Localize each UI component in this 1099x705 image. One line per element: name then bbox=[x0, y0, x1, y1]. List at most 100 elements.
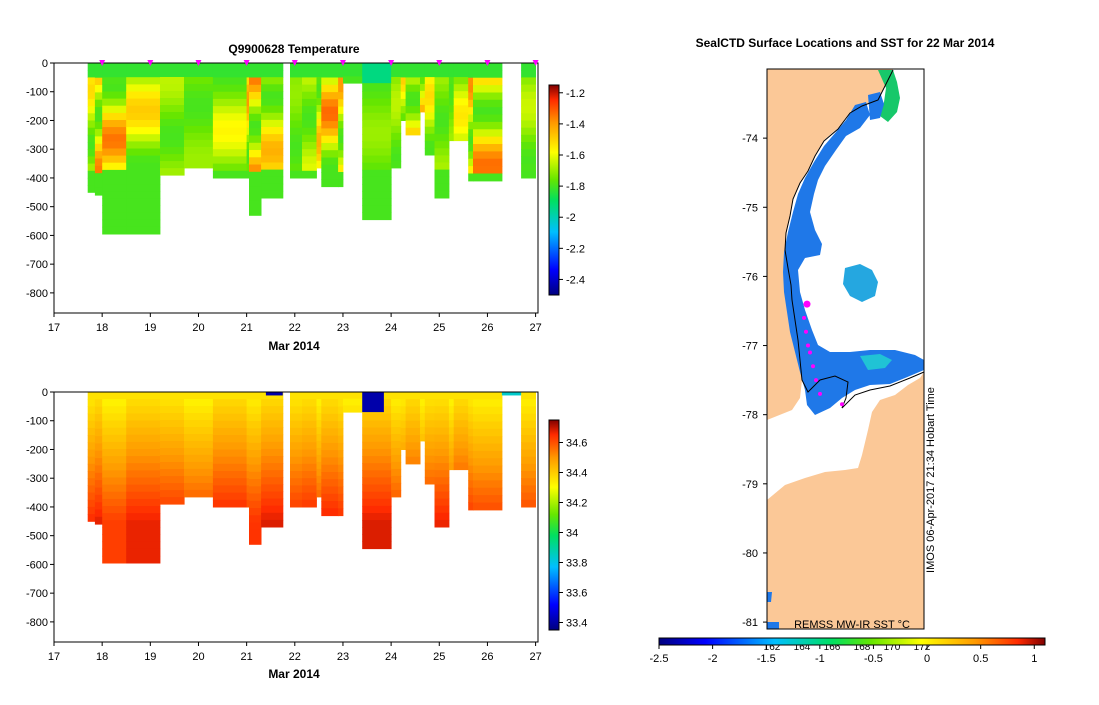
heatmap-cell bbox=[521, 420, 536, 429]
heatmap-cell bbox=[87, 514, 96, 522]
heatmap-cell bbox=[246, 120, 250, 129]
heatmap-cell bbox=[448, 77, 455, 85]
heatmap-cell bbox=[362, 148, 392, 156]
heatmap-cell bbox=[434, 112, 450, 121]
heatmap-cell bbox=[126, 463, 161, 471]
heatmap-cell bbox=[434, 183, 450, 192]
heatmap-cell bbox=[126, 434, 161, 443]
heatmap-cell bbox=[448, 462, 455, 471]
heatmap-cell bbox=[261, 491, 284, 500]
heatmap-cell bbox=[94, 99, 103, 108]
x-tick-label: 20 bbox=[192, 322, 204, 334]
heatmap-cell bbox=[87, 127, 96, 136]
colorbar-tick-label: 33.6 bbox=[566, 588, 587, 600]
heatmap-cell bbox=[338, 179, 344, 188]
heatmap-cell bbox=[473, 77, 503, 86]
heatmap-cell bbox=[521, 392, 536, 400]
heatmap-cell bbox=[453, 392, 469, 400]
heatmap-cell bbox=[126, 198, 161, 206]
heatmap-cell bbox=[261, 456, 284, 464]
heatmap-cell bbox=[249, 493, 262, 502]
heatmap-cell bbox=[453, 105, 469, 113]
heatmap-cell bbox=[94, 502, 103, 510]
heatmap-cell bbox=[468, 406, 474, 415]
heatmap-cell bbox=[126, 112, 161, 121]
heatmap-cell bbox=[400, 442, 406, 450]
heatmap-cell bbox=[302, 70, 317, 78]
heatmap-cell bbox=[87, 134, 96, 143]
heatmap-cell bbox=[94, 129, 103, 137]
heatmap-cell bbox=[87, 70, 96, 78]
profile-marker bbox=[388, 60, 395, 66]
heatmap-cell bbox=[94, 428, 103, 437]
heatmap-cell bbox=[424, 105, 435, 113]
heatmap-cell bbox=[521, 427, 536, 436]
heatmap-cell bbox=[468, 121, 474, 130]
y-tick-label: -600 bbox=[26, 230, 48, 242]
x-tick-label: 24 bbox=[385, 322, 397, 334]
salinity-axes: 17 18 19 20 21 22 23 24 25 26 27 0 -100 -200 -300 -400 -… bbox=[26, 387, 542, 663]
heatmap-cell bbox=[521, 442, 536, 450]
heatmap-cell bbox=[405, 106, 421, 114]
salinity-section-panel: 17 18 19 20 21 22 23 24 25 26 27 0 -100 -200 -300 -400 -… bbox=[26, 387, 587, 681]
heatmap-cell bbox=[362, 105, 392, 114]
heatmap-cell bbox=[391, 139, 402, 148]
heatmap-cell bbox=[448, 392, 455, 400]
x-tick-label: 17 bbox=[48, 651, 60, 663]
colorbar-tick-label: -2.2 bbox=[566, 243, 585, 255]
heatmap-cell bbox=[468, 151, 474, 160]
heatmap-cell bbox=[473, 85, 503, 93]
heatmap-cell bbox=[94, 399, 103, 408]
heatmap-cell bbox=[400, 406, 406, 415]
heatmap-cell bbox=[290, 427, 303, 436]
heatmap-cell bbox=[290, 70, 303, 78]
heatmap-cell bbox=[249, 200, 262, 209]
heatmap-cell bbox=[212, 149, 248, 157]
heatmap-cell bbox=[246, 156, 250, 165]
heatmap-cell bbox=[212, 163, 248, 172]
heatmap-cell bbox=[521, 478, 536, 486]
y-tick-label: -600 bbox=[26, 559, 48, 571]
heatmap-cell bbox=[261, 183, 284, 192]
x-tick-label: 19 bbox=[144, 651, 156, 663]
heatmap-cell bbox=[338, 143, 344, 151]
heatmap-cell bbox=[321, 164, 339, 173]
heatmap-cell bbox=[321, 92, 339, 100]
heatmap-cell bbox=[87, 98, 96, 107]
heatmap-cell bbox=[316, 70, 322, 78]
y-tick-label: -800 bbox=[26, 617, 48, 629]
heatmap-cell bbox=[448, 98, 455, 106]
heatmap-cell bbox=[184, 84, 214, 92]
heatmap-cell bbox=[424, 469, 435, 478]
heatmap-cell bbox=[261, 112, 284, 121]
heatmap-cell bbox=[249, 179, 262, 187]
heatmap-cell bbox=[160, 434, 185, 442]
heatmap-cell bbox=[434, 169, 450, 178]
heatmap-cell bbox=[362, 505, 392, 514]
heatmap-cell bbox=[302, 413, 317, 422]
heatmap-cell bbox=[434, 162, 450, 171]
heatmap-cell bbox=[521, 84, 536, 93]
heatmap-cell bbox=[184, 77, 214, 85]
heatmap-cell bbox=[160, 133, 185, 141]
heatmap-cell bbox=[302, 427, 317, 436]
heatmap-cell bbox=[261, 477, 284, 485]
heatmap-cell bbox=[249, 99, 262, 108]
heatmap-cell bbox=[261, 470, 284, 478]
heatmap-cell bbox=[249, 529, 262, 538]
sst-tick-label: -2.5 bbox=[650, 653, 669, 665]
heatmap-cell bbox=[102, 205, 127, 214]
heatmap-cell bbox=[362, 91, 392, 100]
heatmap-cell bbox=[362, 520, 392, 528]
heatmap-cell bbox=[468, 173, 474, 182]
heatmap-cell bbox=[160, 77, 185, 85]
heatmap-cell bbox=[338, 472, 344, 480]
heatmap-cell bbox=[212, 478, 248, 486]
heatmap-cell bbox=[391, 447, 402, 456]
heatmap-cell bbox=[302, 127, 317, 136]
heatmap-cell bbox=[521, 113, 536, 121]
lon-tick-label: 170 bbox=[884, 642, 901, 653]
colorbar-tick-label: -2.4 bbox=[566, 274, 585, 286]
sst-south-edge bbox=[767, 592, 779, 629]
heatmap-cell bbox=[521, 77, 536, 86]
